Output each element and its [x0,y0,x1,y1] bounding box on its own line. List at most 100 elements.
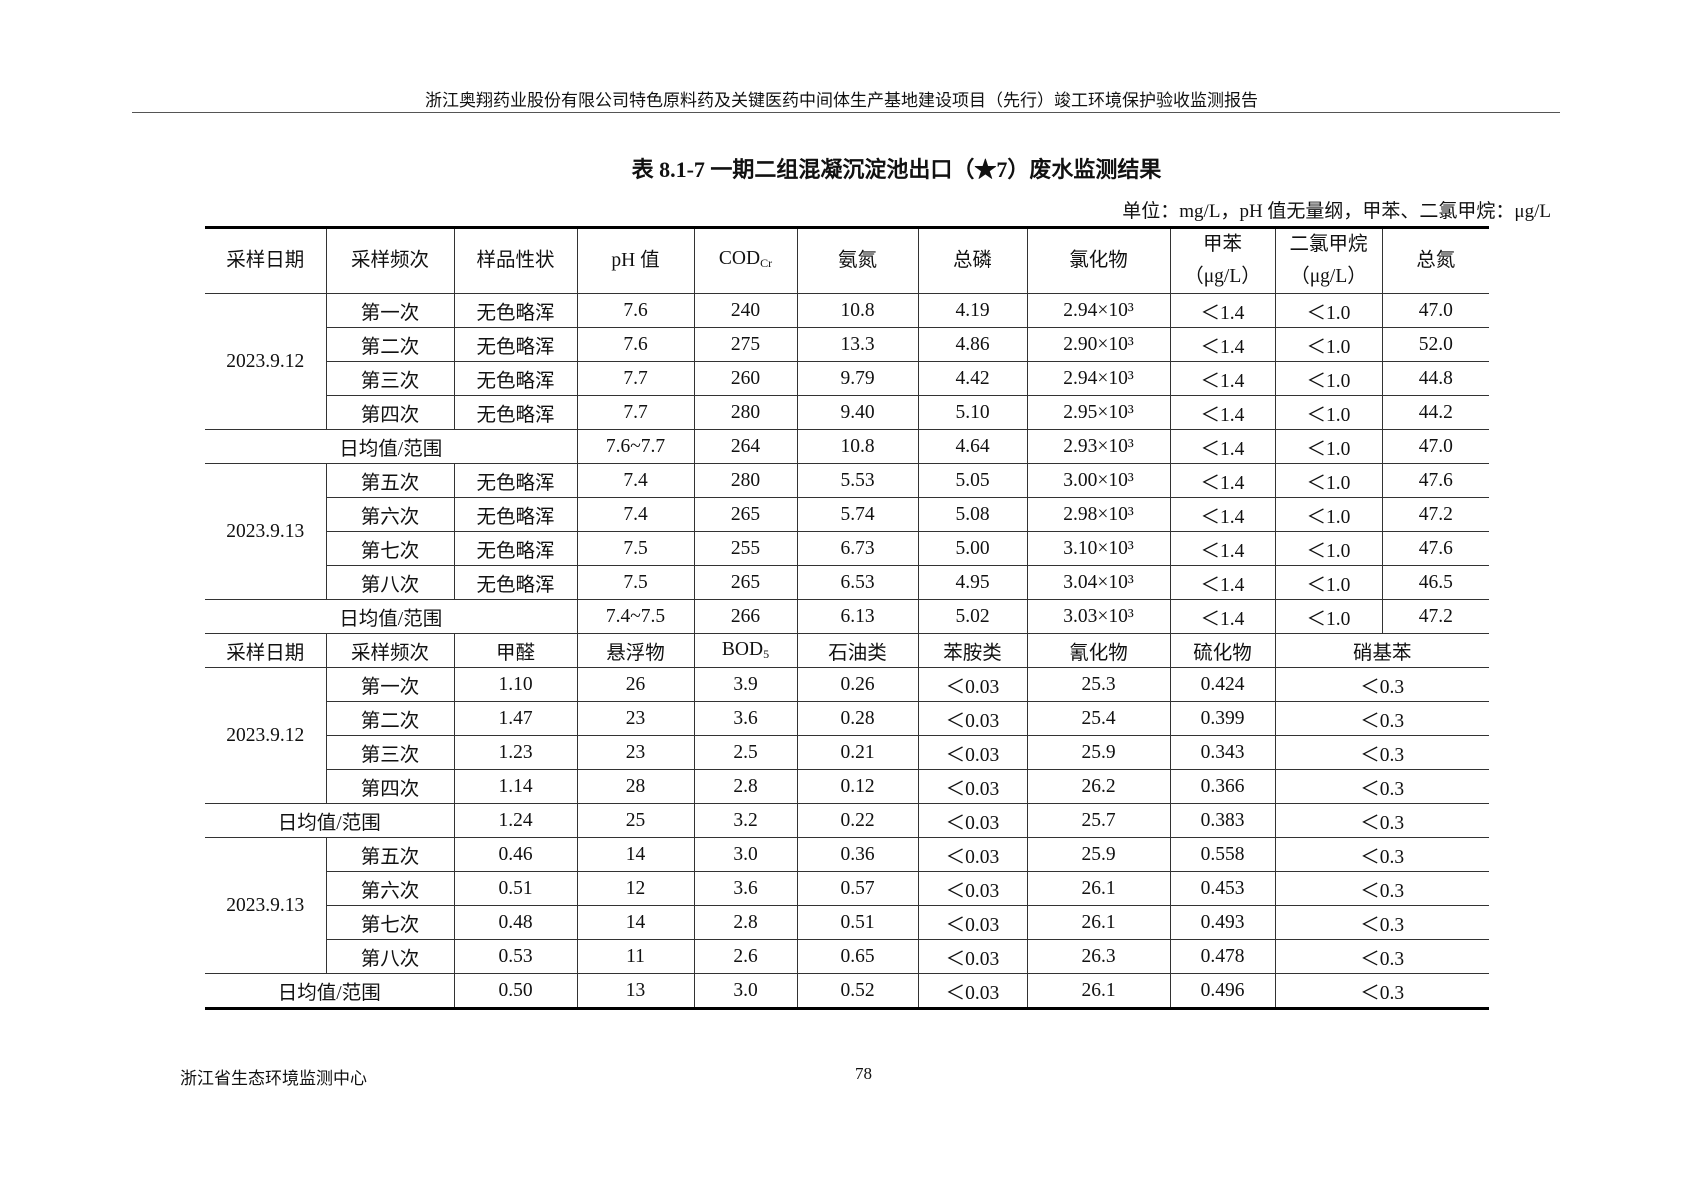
table-cell: ＜0.03 [917,837,1028,872]
table-cell: ＜1.0 [1274,565,1383,600]
table-cell: 2.94×10³ [1026,293,1171,328]
table-cell: 11 [576,939,695,974]
table-cell: 25.7 [1026,803,1171,838]
table-cell: 0.12 [796,769,919,804]
table-cell: 第八次 [326,939,455,974]
table-cell: 23 [576,735,695,770]
table-cell: 265 [693,497,798,532]
table-cell: 240 [693,293,798,328]
table-cell: 0.36 [796,837,919,872]
table-cell: 7.6~7.7 [576,429,695,464]
table-cell: 47.0 [1381,293,1489,328]
table-cell: ＜0.03 [917,803,1028,838]
table-cell: 265 [693,565,798,600]
table-title: 表 8.1-7 一期二组混凝沉淀池出口（★7）废水监测结果 [631,157,1162,182]
table-row: 第二次 无色略浑 7.6 275 13.3 4.86 2.90×10³ ＜1.4 ＜1.0 52.… [205,327,1489,362]
table-cell: 26.1 [1026,973,1171,1010]
sampling-date: 2023.9.12 [205,293,327,430]
table-cell: 3.03×10³ [1026,599,1171,634]
table-cell: 0.51 [796,905,919,940]
table-cell: 7.6 [576,293,695,328]
table-row: 日均值/范围 7.4~7.5 266 6.13 5.02 3.03×10³ ＜1.4 ＜1.0… [205,599,1489,634]
column-header: 甲醛 [453,633,578,668]
sampling-date: 2023.9.13 [205,463,327,600]
table-row: 第六次 无色略浑 7.4 265 5.74 5.08 2.98×10³ ＜1.4 ＜1.0 47.… [205,497,1489,532]
table-cell: ＜1.0 [1274,327,1383,362]
column-header: pH 值 [576,226,695,294]
table-cell: 25.4 [1026,701,1171,736]
table-cell: ＜1.4 [1169,497,1276,532]
table-cell: 47.2 [1381,599,1489,634]
table-cell: 2.8 [693,905,798,940]
table-cell: ＜0.03 [917,667,1028,702]
column-header: 总磷 [917,226,1028,294]
table-cell: ＜1.0 [1274,395,1383,430]
table-cell: 1.24 [453,803,578,838]
table-cell: 7.5 [576,565,695,600]
table-cell: ＜1.0 [1274,531,1383,566]
column-header: 硫化物 [1169,633,1276,668]
table-cell: 0.424 [1169,667,1276,702]
table-cell: ＜1.0 [1274,497,1383,532]
header-rule [132,112,1560,113]
table-cell: ＜1.0 [1274,429,1383,464]
table-cell: 无色略浑 [453,463,578,498]
table-cell: 4.95 [917,565,1028,600]
table-cell: 0.558 [1169,837,1276,872]
table-cell: 260 [693,361,798,396]
table-cell: 255 [693,531,798,566]
table-row: 日均值/范围 0.50 13 3.0 0.52 ＜0.03 26.1 0.496 ＜0.3 [205,973,1489,1010]
table-cell: 1.14 [453,769,578,804]
table-cell: 0.21 [796,735,919,770]
bod-label: BOD [721,639,764,660]
table-cell: 26 [576,667,695,702]
column-header: 样品性状 [453,226,578,294]
table-cell: 6.73 [796,531,919,566]
table-cell: ＜0.3 [1274,701,1489,736]
table-cell: 0.51 [453,871,578,906]
table-cell: 1.47 [453,701,578,736]
table-cell: ＜0.3 [1274,871,1489,906]
table-cell: 第二次 [326,327,455,362]
table-cell: ＜0.03 [917,905,1028,940]
table-cell: 4.64 [917,429,1028,464]
table-cell: 0.399 [1169,701,1276,736]
table-cell: 0.22 [796,803,919,838]
table-row: 第三次 1.23 23 2.5 0.21 ＜0.03 25.9 0.343 ＜0.3 [205,735,1489,770]
table-cell: ＜0.3 [1274,905,1489,940]
table-cell: 3.0 [693,973,798,1010]
table-cell: 6.53 [796,565,919,600]
table-row: 第六次 0.51 12 3.6 0.57 ＜0.03 26.1 0.453 ＜0.3 [205,871,1489,906]
daily-average-label: 日均值/范围 [205,973,455,1010]
table-cell: 第四次 [326,395,455,430]
table-cell: 4.86 [917,327,1028,362]
table-cell: 26.3 [1026,939,1171,974]
table-cell: 5.05 [917,463,1028,498]
table-cell: 23 [576,701,695,736]
table-cell: 10.8 [796,293,919,328]
column-header: 采样日期 [205,633,327,668]
table-row: 2023.9.12 第一次 无色略浑 7.6 240 10.8 4.19 2.94×10³ ＜1… [205,293,1489,430]
table-cell: 7.7 [576,361,695,396]
table-cell: ＜0.3 [1274,667,1489,702]
table-cell: 4.42 [917,361,1028,396]
table-cell: 0.57 [796,871,919,906]
table-cell: 280 [693,395,798,430]
table-cell: ＜1.4 [1169,565,1276,600]
table-cell: 3.6 [693,701,798,736]
table-cell: ＜0.03 [917,769,1028,804]
monitoring-results-table: 采样日期 采样频次 样品性状 pH 值 CODCr 氨氮 总磷 氯化物 甲苯 （μg/L） 二氯甲… [205,226,1489,1010]
table-cell: ＜0.03 [917,871,1028,906]
table-cell: 0.28 [796,701,919,736]
column-header: 氰化物 [1026,633,1171,668]
table-cell: 3.2 [693,803,798,838]
cod-subscript: Cr [760,256,773,270]
bod-subscript: 5 [763,647,770,661]
table-cell: 46.5 [1381,565,1489,600]
table-cell: 25.9 [1026,735,1171,770]
table-cell: 无色略浑 [453,327,578,362]
table-cell: ＜0.3 [1274,973,1489,1010]
table-row: 采样日期 采样频次 甲醛 悬浮物 BOD5 石油类 苯胺类 氰化物 硫化物 硝基苯 [205,633,1489,668]
table-cell: 无色略浑 [453,293,578,328]
table-cell: 第六次 [326,871,455,906]
